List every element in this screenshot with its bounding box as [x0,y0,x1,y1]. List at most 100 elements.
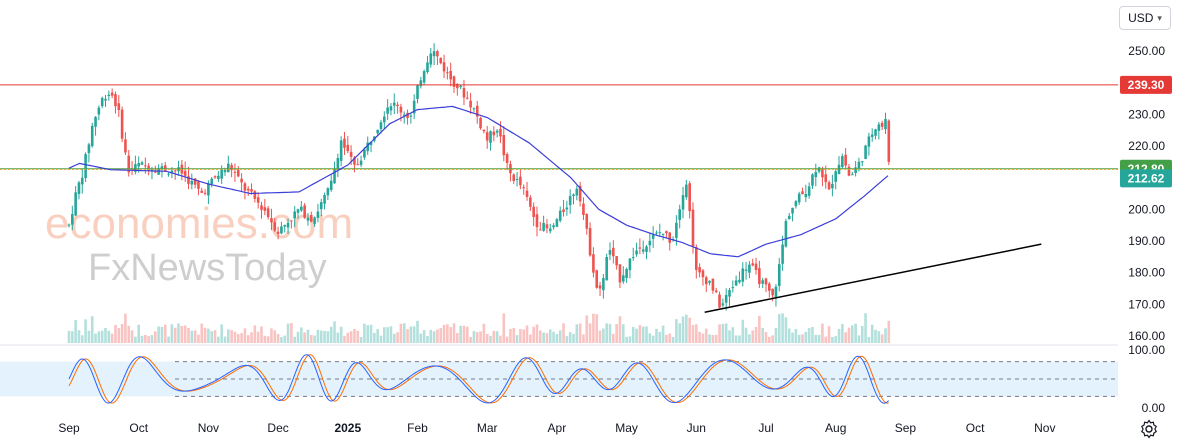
volume-bar [495,331,499,343]
volume-bar [290,323,293,343]
candle-body [701,270,705,278]
candle-body [728,290,731,297]
price-axis: 250.00240.00230.00220.00210.00200.00190.… [1120,44,1172,343]
candle-body [582,203,585,215]
candle-body [300,206,303,211]
volume-bar [661,325,665,343]
time-label: May [615,421,638,435]
candle-body [71,214,74,225]
candle-body [243,183,247,191]
volume-bar [519,329,522,343]
volume-bar [313,335,316,343]
volume-bar [472,330,476,343]
candle-body [512,174,516,182]
volume-bar [814,334,818,343]
volume-bar [309,334,313,343]
volume-bar [250,332,253,343]
volume-bar [329,326,333,343]
candle-body [475,105,479,117]
chevron-down-icon: ▾ [1157,12,1162,23]
volume-bar [548,329,552,343]
candle-body [877,124,881,131]
volume-bar [74,320,77,343]
volume-bar [71,331,74,343]
volume-bar [153,331,157,343]
time-label: Feb [407,421,428,435]
candle-body [631,257,635,259]
candle-body [602,278,605,291]
candle-body [379,122,383,130]
candle-body [532,206,535,218]
volume-bar [469,336,472,343]
volume-bar [741,319,745,343]
candle-body [721,303,725,306]
volume-bar [422,330,426,343]
candle-body [392,102,396,106]
volume-bar [207,328,210,343]
volume-bar [326,331,330,343]
candle-body [197,181,200,189]
candle-body [160,166,164,169]
candle-body [744,269,748,271]
candle-body [210,178,214,184]
volume-bar [691,325,695,343]
volume-bar [784,317,788,343]
candle-body [399,106,403,113]
candle-body [545,224,549,229]
price-tick-label: 180.00 [1128,266,1165,280]
volume-bar [714,334,718,343]
candle-body [558,210,562,221]
volume-bar [210,331,214,343]
candle-body [203,192,207,194]
volume-bar [90,316,94,343]
candle-body [618,264,622,283]
currency-select[interactable]: USD ▾ [1119,6,1171,30]
price-tick-label: 160.00 [1128,329,1165,343]
candle-body [824,174,828,183]
volume-bar [193,330,197,343]
volume-bar [499,335,502,343]
volume-bar [399,323,403,343]
volume-bar [535,324,539,343]
candle-body [429,53,433,65]
candle-body [884,118,887,130]
volume-bar [456,333,459,343]
volume-bar [638,325,642,343]
volume-bar [217,336,220,343]
candle-body [860,161,864,163]
volume-bar [190,330,194,343]
volume-bar [439,328,443,343]
candle-body [539,229,542,231]
volume-bar [296,331,300,343]
candle-body [688,183,691,212]
volume-bar [731,327,735,343]
volume-bar [319,330,323,343]
volume-bar [801,334,804,343]
volume-bar [293,336,296,343]
candle-body [704,277,708,285]
price-tick-label: 250.00 [1128,44,1165,58]
candle-body [645,246,648,252]
gear-icon[interactable] [1139,419,1159,439]
volume-bar [107,330,111,343]
candle-body [456,83,459,89]
volume-bar [187,327,190,343]
volume-bar [180,325,184,343]
volume-bar [595,314,599,343]
candle-body [386,107,389,114]
candle-body [117,103,121,110]
time-label: Oct [966,421,985,435]
time-label: Oct [129,421,148,435]
candle-body [296,209,300,213]
watermark-line2: FxNewsToday [88,247,327,289]
candle-body [880,122,884,127]
volume-bar [877,331,881,343]
candle-body [469,100,472,108]
volume-bar [598,330,602,343]
price-tick-label: 220.00 [1128,139,1165,153]
volume-bar [797,334,801,343]
candle-body [213,176,217,178]
candle-body [548,228,552,232]
candle-body [309,214,313,222]
